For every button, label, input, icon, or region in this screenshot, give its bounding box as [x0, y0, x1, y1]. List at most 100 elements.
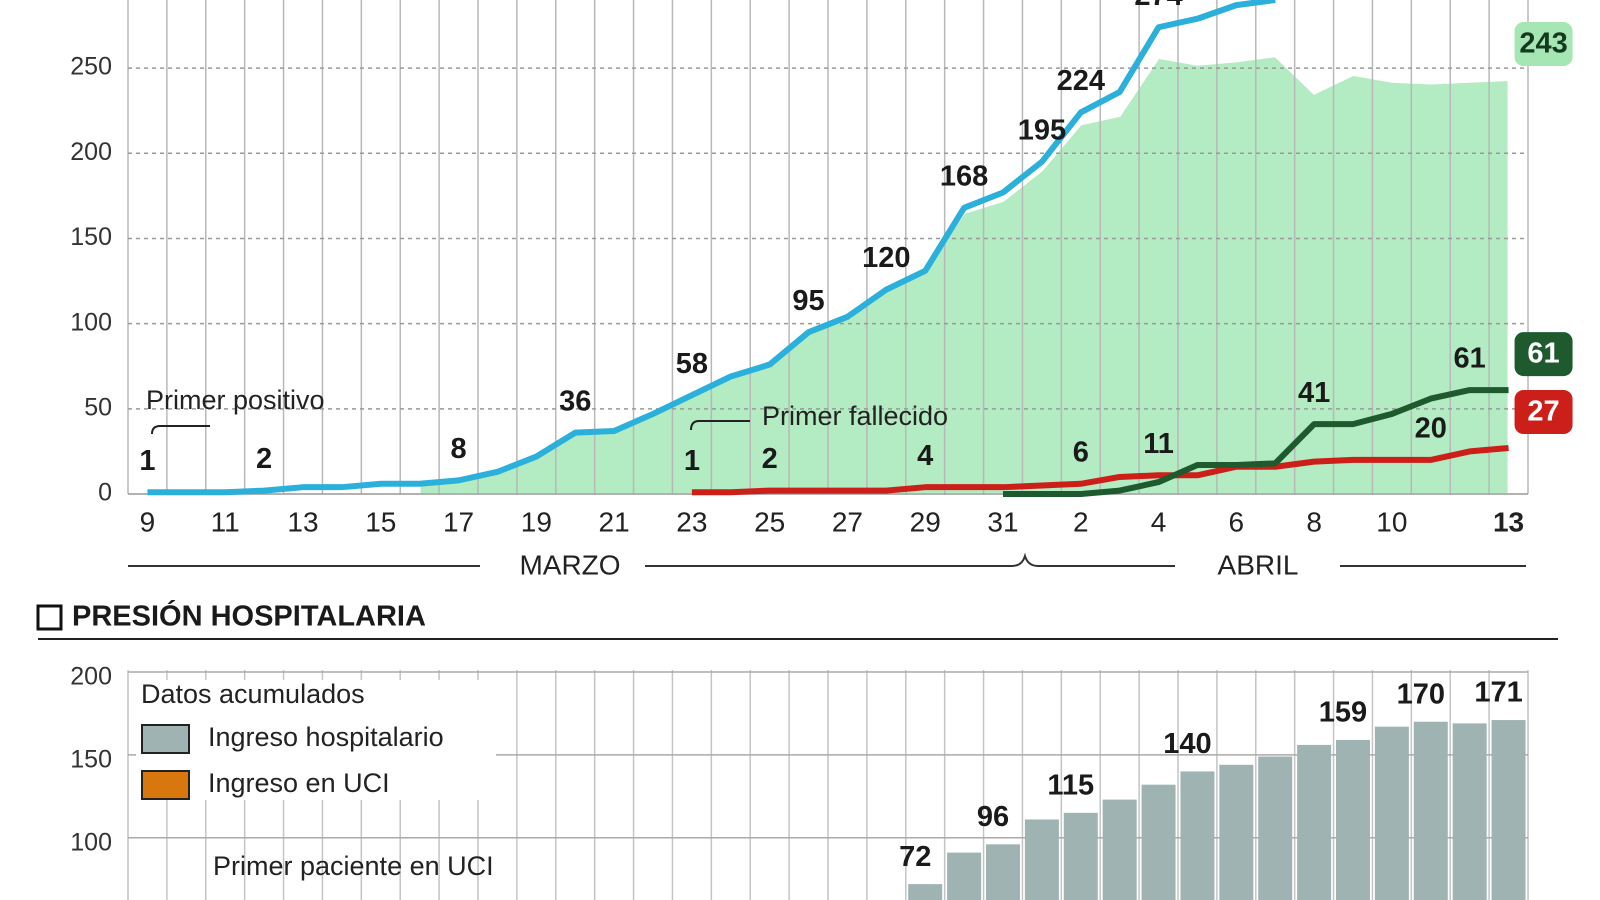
bar [986, 844, 1020, 900]
end-label: 243 [1519, 28, 1567, 60]
data-label: 11 [1143, 428, 1174, 460]
legend-swatch [141, 724, 190, 754]
annotation: Primer paciente en UCI [213, 851, 494, 881]
data-label: 72 [899, 841, 931, 873]
line [691, 445, 1509, 496]
annotation-bracket [151, 425, 210, 435]
data-label: 1 [139, 445, 155, 477]
x-tick-label: 27 [832, 506, 863, 537]
y-tick-label: 150 [70, 745, 112, 773]
bar [1452, 723, 1487, 900]
x-tick-label: 25 [754, 506, 785, 537]
data-label: 41 [1298, 377, 1330, 409]
data-label: 58 [676, 348, 708, 380]
data-label: 96 [977, 801, 1009, 833]
x-tick-label: 4 [1151, 506, 1167, 537]
y-tick-label: 100 [70, 308, 112, 336]
data-label: 2 [762, 443, 778, 475]
data-label: 36 [559, 385, 591, 417]
end-label: 27 [1527, 396, 1559, 428]
data-label: 2 [256, 443, 272, 475]
end-label-box [1514, 332, 1573, 377]
data-label: 170 [1397, 678, 1445, 710]
annotation: Primer fallecido [762, 401, 948, 431]
data-label: 1 [684, 445, 700, 477]
data-label: 61 [1454, 343, 1486, 375]
line [1003, 387, 1509, 497]
y-tick-label: 200 [70, 663, 112, 691]
data-label: 140 [1163, 728, 1211, 760]
bar [1413, 721, 1448, 900]
y-tick-label: 150 [70, 223, 112, 251]
end-label: 61 [1527, 338, 1559, 370]
y-tick-label: 100 [70, 828, 112, 856]
x-tick-label: 13 [287, 506, 318, 537]
month-axis [128, 552, 1526, 567]
x-tick-label: 11 [211, 506, 240, 537]
legend-bg [136, 680, 496, 800]
x-tick-label: 15 [365, 506, 396, 537]
x-tick-label: 23 [676, 506, 707, 537]
data-label: 171 [1474, 677, 1522, 709]
legend-swatch [141, 770, 190, 800]
month-label: MARZO [519, 549, 620, 580]
x-tick-label: 17 [443, 506, 474, 537]
data-label: 8 [450, 433, 466, 465]
data-label: 168 [940, 160, 988, 192]
data-label: 159 [1319, 697, 1367, 729]
x-tick-label: 8 [1306, 506, 1322, 537]
y-tick-label: 0 [98, 479, 112, 507]
y-tick-label: 50 [84, 393, 112, 421]
y-tick-label: 250 [70, 53, 112, 81]
bar [1258, 756, 1293, 900]
end-label-box [1514, 22, 1573, 67]
x-tick-label: 10 [1376, 506, 1407, 537]
area [418, 55, 1510, 495]
x-tick-label: 31 [987, 506, 1018, 537]
x-tick-label: 6 [1229, 506, 1245, 537]
bar [1219, 764, 1254, 900]
bar [1102, 799, 1137, 900]
data-label: 4 [917, 440, 933, 472]
data-label: 115 [1047, 770, 1094, 802]
legend-label: Ingreso hospitalario [208, 722, 444, 752]
bar [1141, 784, 1176, 900]
bar [1063, 812, 1098, 900]
bar [1491, 720, 1526, 900]
data-label: 95 [792, 285, 824, 317]
bar [908, 884, 943, 900]
bar [1024, 819, 1059, 900]
x-tick-label: 2 [1073, 506, 1089, 537]
month-rule [645, 552, 1175, 567]
data-label: 6 [1073, 436, 1089, 468]
data-label: 20 [1415, 413, 1447, 445]
x-tick-label: 21 [599, 506, 630, 537]
annotation-bracket [690, 420, 750, 431]
x-tick-label: 29 [910, 506, 941, 537]
heading-icon [36, 604, 63, 631]
y-tick-label: 200 [70, 138, 112, 166]
bar [947, 852, 982, 900]
x-tick-label: 19 [521, 506, 552, 537]
legend-title: Datos acumulados [141, 679, 365, 709]
hospital-chart: 100 150 200 72 96 115 140 159 170 171 Datos acumul… [70, 663, 1529, 900]
data-label: 120 [862, 242, 910, 274]
bar [1180, 771, 1215, 900]
data-label: 274 [1134, 0, 1182, 12]
data-label: 224 [1057, 65, 1105, 97]
x-tick-label: 13 [1493, 506, 1524, 537]
section-title: PRESIÓN HOSPITALARIA [72, 599, 426, 633]
annotation: Primer positivo [146, 385, 325, 415]
line [147, 0, 1276, 496]
data-label: 195 [1018, 114, 1066, 146]
x-tick-label: 9 [140, 506, 156, 537]
end-label-box [1514, 390, 1573, 435]
bar [1374, 726, 1409, 900]
bar [1336, 739, 1370, 900]
legend-label: Ingreso en UCI [208, 768, 390, 798]
bar [1297, 744, 1332, 900]
month-label: ABRIL [1218, 549, 1299, 580]
